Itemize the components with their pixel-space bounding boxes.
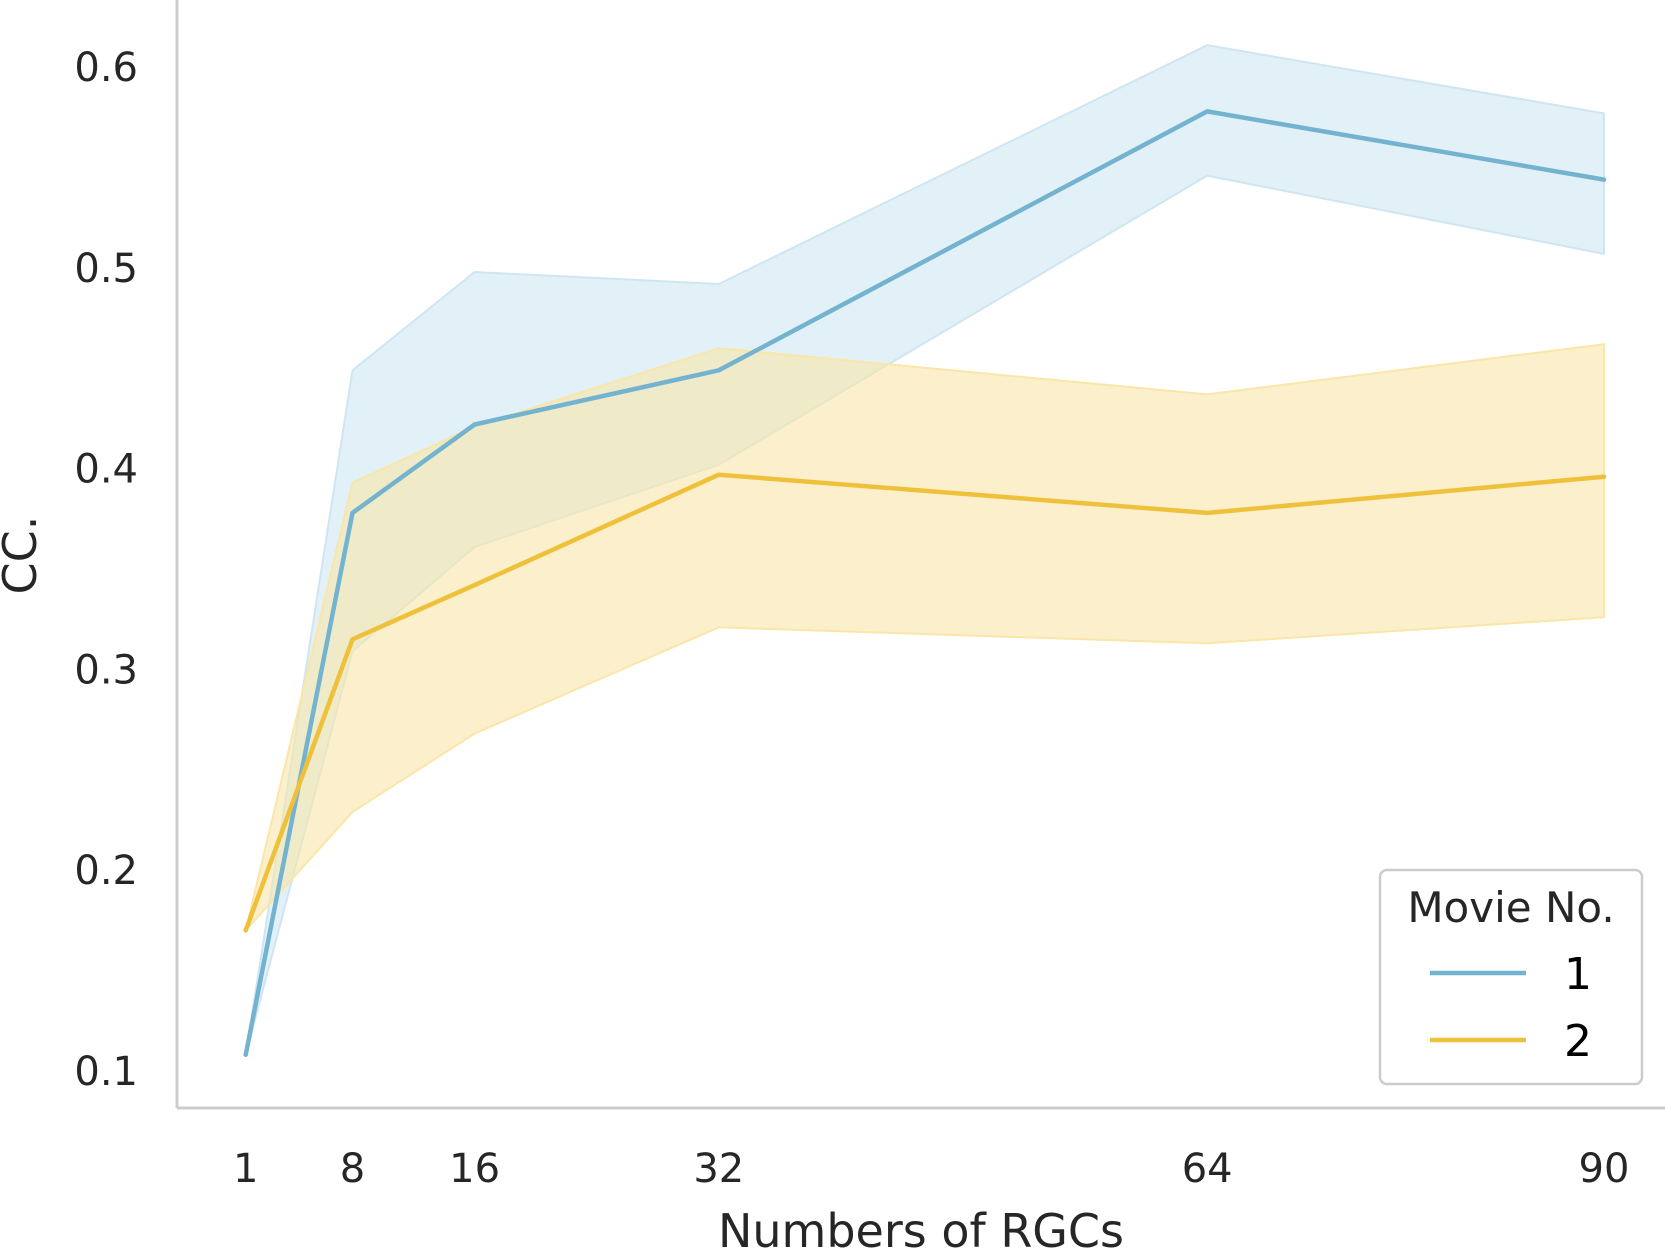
axes — [175, 0, 1665, 1110]
legend-label-series-2: 2 — [1564, 1016, 1592, 1067]
legend-title: Movie No. — [1407, 883, 1614, 932]
y-tick-label: 0.5 — [74, 246, 138, 292]
y-axis-title: CC. — [0, 516, 47, 595]
y-tick-label: 0.4 — [74, 447, 138, 493]
y-tick-label: 0.1 — [74, 1049, 138, 1095]
x-axis-title: Numbers of RGCs — [718, 1204, 1124, 1257]
legend: Movie No. 1 2 — [1378, 868, 1644, 1086]
confidence-bands — [244, 44, 1605, 1056]
x-tick-label: 1 — [233, 1146, 258, 1192]
x-tick-labels: 1 8 16 32 64 90 — [233, 1146, 1629, 1192]
y-tick-labels: 0.1 0.2 0.3 0.4 0.5 0.6 — [74, 45, 138, 1095]
legend-box — [1378, 868, 1644, 1086]
x-tick-label: 64 — [1182, 1146, 1233, 1192]
y-tick-label: 0.3 — [74, 647, 138, 693]
x-tick-label: 32 — [693, 1146, 744, 1192]
ci-band-series-2 — [244, 343, 1605, 932]
x-tick-label: 8 — [340, 1146, 365, 1192]
line-series-2 — [243, 472, 1607, 933]
series-lines — [243, 109, 1607, 1058]
y-tick-label: 0.2 — [74, 848, 138, 894]
line-series-1 — [243, 109, 1607, 1058]
legend-label-series-1: 1 — [1564, 949, 1592, 1000]
y-tick-label: 0.6 — [74, 45, 138, 91]
x-tick-label: 90 — [1579, 1146, 1630, 1192]
x-tick-label: 16 — [449, 1146, 500, 1192]
